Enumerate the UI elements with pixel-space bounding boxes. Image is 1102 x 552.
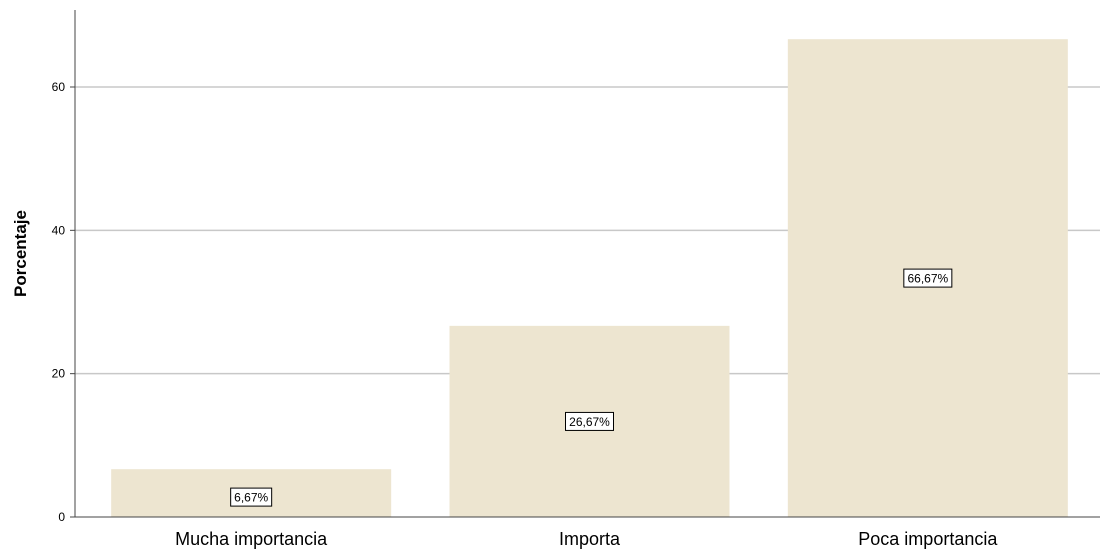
y-tick-label: 0 <box>58 510 65 524</box>
x-tick-label: Importa <box>559 529 621 549</box>
y-tick-label: 40 <box>52 223 66 237</box>
data-label: 6,67% <box>234 491 268 505</box>
y-tick-label: 60 <box>52 80 66 94</box>
x-tick-labels: Mucha importancia Importa Poca importancia <box>175 529 998 549</box>
data-label-box <box>565 411 614 431</box>
data-label-box <box>903 268 953 288</box>
axes <box>70 10 1100 518</box>
y-axis-title: Porcentaje <box>11 210 30 297</box>
bars <box>111 39 1068 517</box>
y-tick-label: 20 <box>52 367 66 381</box>
x-tick-label: Poca importancia <box>858 529 998 549</box>
y-tick-labels: 0 20 40 60 <box>52 80 66 524</box>
x-tick-label: Mucha importancia <box>175 529 328 549</box>
data-label-box <box>230 487 273 507</box>
data-labels: 6,67% 26,67% 66,67% <box>230 268 953 507</box>
data-label: 66,67% <box>907 272 948 286</box>
data-label: 26,67% <box>569 415 610 429</box>
